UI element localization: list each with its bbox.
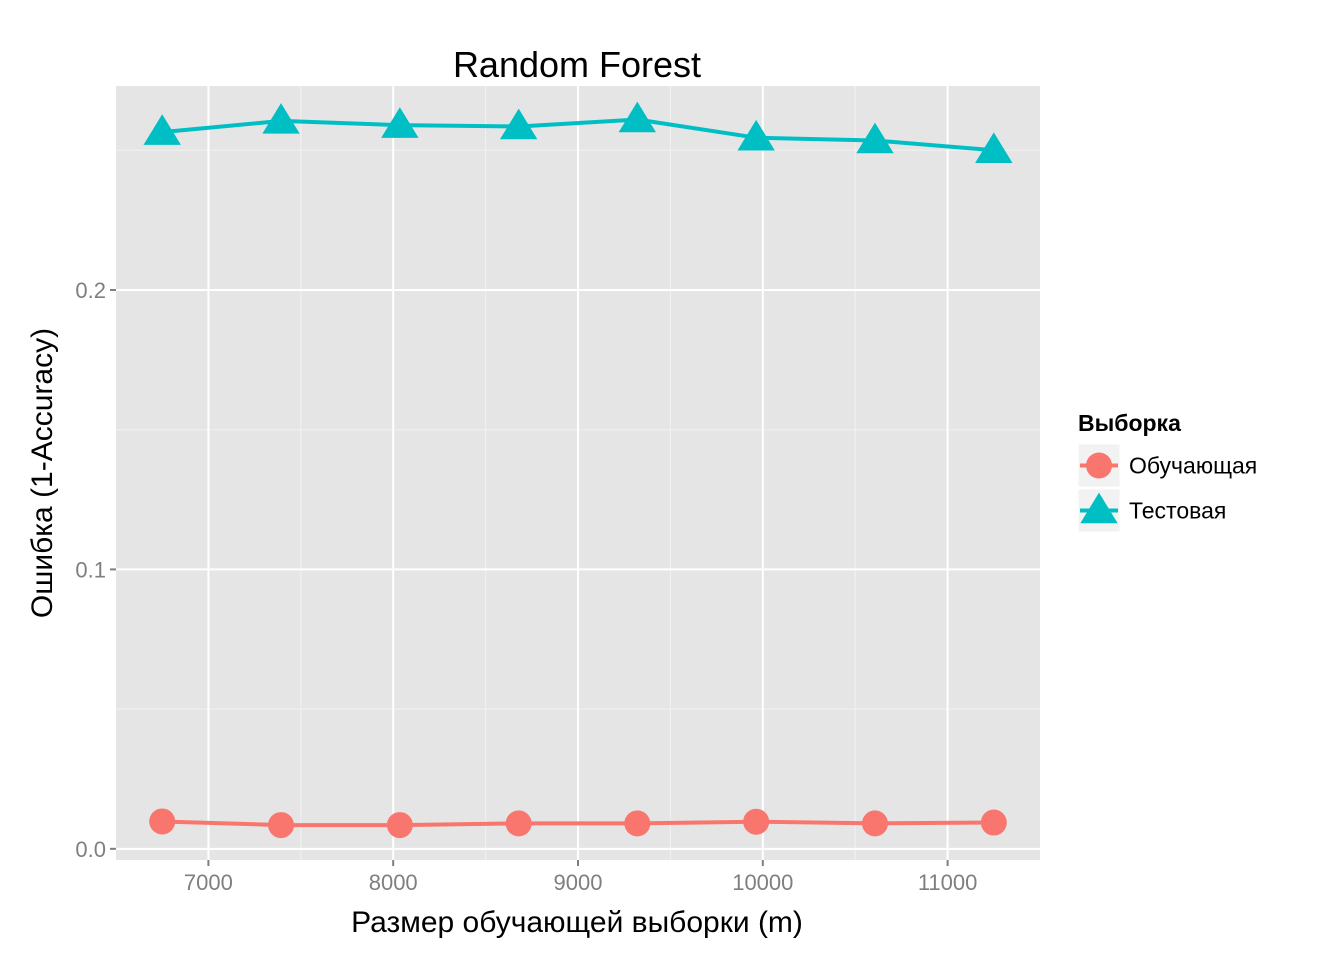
series-triangle — [143, 101, 1013, 164]
data-point — [499, 108, 538, 140]
chart-title: Random Forest — [453, 44, 701, 85]
y-axis-label: Ошибка (1-Accuracy) — [26, 328, 59, 618]
y-tick-label: 0.1 — [75, 557, 106, 582]
data-point — [737, 119, 775, 151]
legend-item: Тестовая — [1077, 488, 1226, 533]
legend-title: Выборка — [1078, 410, 1181, 436]
x-tick-label: 9000 — [554, 870, 603, 895]
x-tick-label: 11000 — [918, 870, 978, 895]
y-axis: 0.0 0.1 0.2 — [75, 278, 116, 862]
series-layer — [143, 101, 1013, 839]
x-tick-label: 7000 — [184, 870, 233, 895]
data-point — [268, 812, 295, 839]
data-point — [386, 812, 413, 839]
data-point — [743, 808, 770, 835]
x-axis-label: Размер обучающей выборки (m) — [351, 906, 803, 939]
legend-item: Обучающая — [1077, 443, 1257, 488]
data-point — [618, 101, 657, 133]
y-tick-label: 0.2 — [75, 278, 106, 303]
data-point — [149, 808, 176, 835]
series-line — [162, 819, 994, 828]
x-tick-label: 10000 — [732, 870, 793, 895]
data-point — [980, 809, 1007, 836]
data-point — [861, 810, 888, 837]
data-point — [856, 122, 894, 154]
legend-label: Обучающая — [1129, 453, 1257, 479]
data-point — [505, 810, 532, 837]
legend-label: Тестовая — [1129, 498, 1226, 524]
legend-key-marker — [1086, 452, 1112, 479]
data-point — [262, 103, 300, 134]
legend-key-marker — [1080, 492, 1118, 524]
data-point — [975, 132, 1013, 164]
y-tick-label: 0.0 — [75, 837, 106, 862]
data-point — [381, 107, 419, 138]
x-tick-label: 8000 — [369, 870, 418, 895]
series-line — [162, 117, 994, 153]
major-gridlines — [116, 86, 1040, 860]
x-axis: 7000 8000 9000 10000 11000 — [184, 860, 977, 895]
legend: Выборка Обучающая Тестовая — [1077, 410, 1257, 533]
data-point — [143, 114, 181, 145]
data-point — [624, 810, 651, 837]
series-circle — [149, 808, 1007, 839]
